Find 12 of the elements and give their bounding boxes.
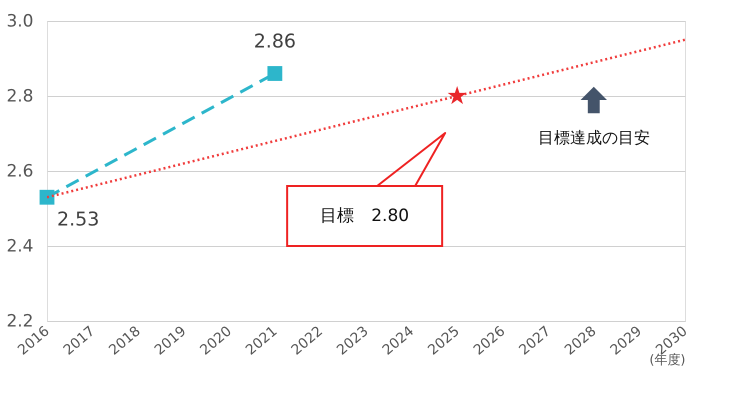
y-tick-label: 2.4 — [6, 236, 34, 256]
point — [267, 66, 282, 81]
point — [448, 86, 467, 104]
data-label: 2.86 — [254, 30, 296, 52]
y-tick-label: 2.6 — [6, 162, 34, 182]
point — [40, 190, 54, 205]
annotation: 目標 2.80 — [320, 206, 410, 226]
y-tick-label: 3.0 — [6, 12, 34, 32]
y-tick-label: 2.2 — [6, 312, 34, 332]
y-tick-label: 2.8 — [6, 86, 34, 106]
annotation: 目標達成の目安 — [538, 128, 650, 147]
data-label: 2.53 — [57, 208, 100, 230]
